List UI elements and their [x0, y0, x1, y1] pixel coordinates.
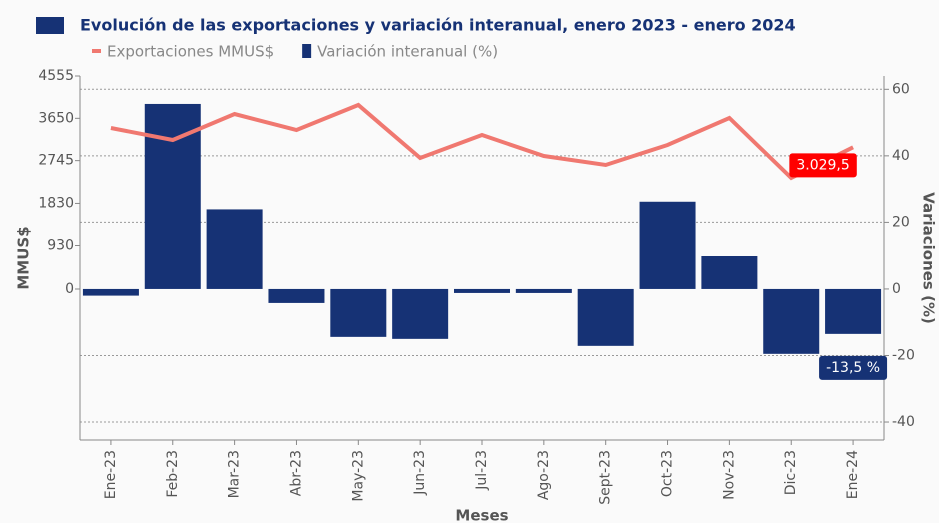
y2-tick-label: -20 [892, 347, 915, 363]
x-tick-label: Ene-24 [845, 450, 861, 499]
line [110, 102, 854, 181]
bar [392, 288, 449, 339]
bar [639, 201, 696, 289]
bar [206, 209, 263, 289]
y-axis-label: MMUS$ [15, 226, 33, 289]
bar [330, 288, 387, 337]
x-tick-label: Mar-23 [227, 450, 243, 498]
y-tick-label: 3650 [38, 110, 74, 126]
y2-axis-label: Variaciones (%) [920, 192, 938, 324]
bar [82, 288, 139, 296]
legend-label: Variación interanual (%) [317, 43, 498, 61]
bar [268, 288, 325, 303]
x-tick-label: May-23 [350, 450, 366, 502]
chart-title: Evolución de las exportaciones y variaci… [80, 16, 796, 35]
y2-tick-label: 40 [892, 148, 910, 164]
x-tick-label: Sept-23 [598, 450, 614, 505]
y-tick-label: 4555 [38, 68, 74, 84]
y2-tick-label: 60 [892, 81, 910, 97]
legend-swatch [92, 49, 101, 53]
x-tick-label: Dic-23 [783, 450, 799, 495]
y2-tick-label: 20 [892, 214, 910, 230]
bar [701, 256, 758, 289]
y-tick-label: 930 [47, 238, 74, 254]
x-tick-label: Feb-23 [165, 450, 181, 498]
bar [454, 288, 510, 293]
x-tick-label: Ene-23 [103, 450, 119, 499]
data-label: 3.029,5 [796, 157, 849, 173]
bar [577, 288, 634, 346]
bar [825, 288, 882, 334]
x-tick-label: Jun-23 [412, 450, 428, 496]
x-tick-label: Oct-23 [660, 450, 676, 497]
y-tick-label: 1830 [38, 195, 74, 211]
bar [763, 288, 820, 354]
bar [515, 288, 572, 293]
x-tick-label: Abr-23 [288, 450, 304, 496]
y-tick-label: 0 [65, 281, 74, 297]
data-label: -13,5 % [826, 360, 880, 376]
y2-tick-label: -40 [892, 414, 915, 430]
x-tick-label: Nov-23 [721, 450, 737, 500]
legend-swatch [302, 44, 312, 58]
legend-label: Exportaciones MMUS$ [107, 43, 274, 61]
data-label-box [789, 153, 857, 178]
title-icon [36, 17, 64, 34]
x-axis-label: Meses [455, 507, 508, 523]
x-tick-label: Ago-23 [536, 450, 552, 500]
x-tick-label: Jul-23 [474, 450, 490, 491]
data-label-box [819, 355, 888, 380]
y2-tick-label: 0 [892, 281, 901, 297]
y-tick-label: 2745 [38, 153, 74, 169]
